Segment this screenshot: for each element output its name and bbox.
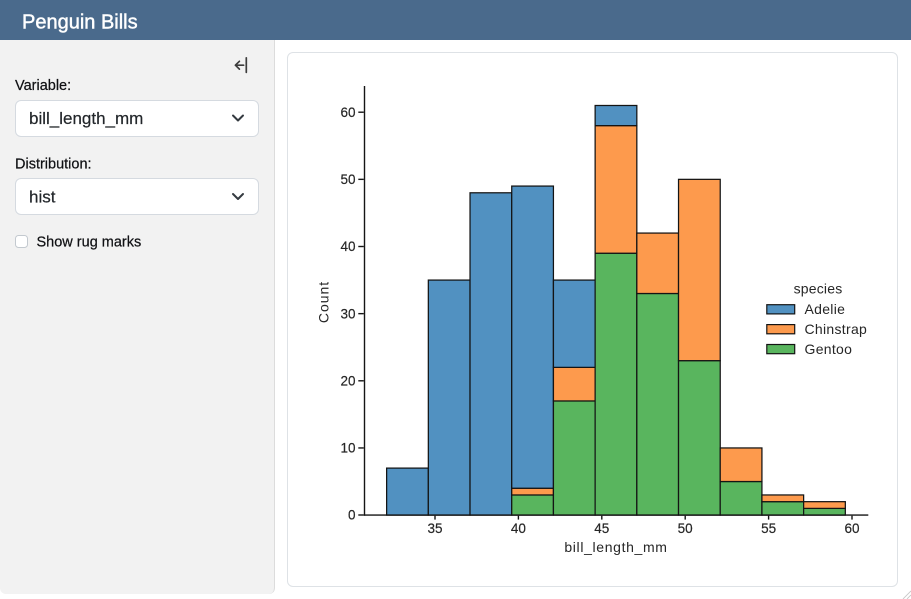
svg-text:Adelie: Adelie: [805, 301, 846, 317]
svg-text:50: 50: [678, 521, 693, 536]
svg-text:45: 45: [594, 521, 609, 536]
svg-text:Variable:: Variable:: [15, 78, 71, 94]
svg-text:bill_length_mm: bill_length_mm: [564, 539, 667, 555]
svg-text:60: 60: [340, 105, 355, 120]
svg-text:40: 40: [511, 521, 526, 536]
svg-text:40: 40: [340, 239, 355, 254]
svg-text:60: 60: [844, 521, 859, 536]
svg-text:0: 0: [348, 508, 356, 523]
svg-text:55: 55: [761, 521, 776, 536]
svg-text:bill_length_mm: bill_length_mm: [29, 109, 143, 128]
svg-text:Count: Count: [315, 281, 331, 323]
svg-text:30: 30: [340, 306, 355, 321]
svg-text:Show rug marks: Show rug marks: [37, 235, 142, 251]
svg-text:Penguin Bills: Penguin Bills: [22, 11, 138, 33]
svg-text:10: 10: [340, 441, 355, 456]
svg-text:species: species: [794, 281, 843, 297]
svg-text:Chinstrap: Chinstrap: [805, 321, 868, 337]
svg-text:hist: hist: [29, 188, 56, 207]
svg-text:20: 20: [340, 373, 355, 388]
svg-text:Distribution:: Distribution:: [15, 157, 92, 173]
svg-text:35: 35: [427, 521, 442, 536]
svg-text:Gentoo: Gentoo: [805, 341, 853, 357]
svg-text:50: 50: [340, 172, 355, 187]
